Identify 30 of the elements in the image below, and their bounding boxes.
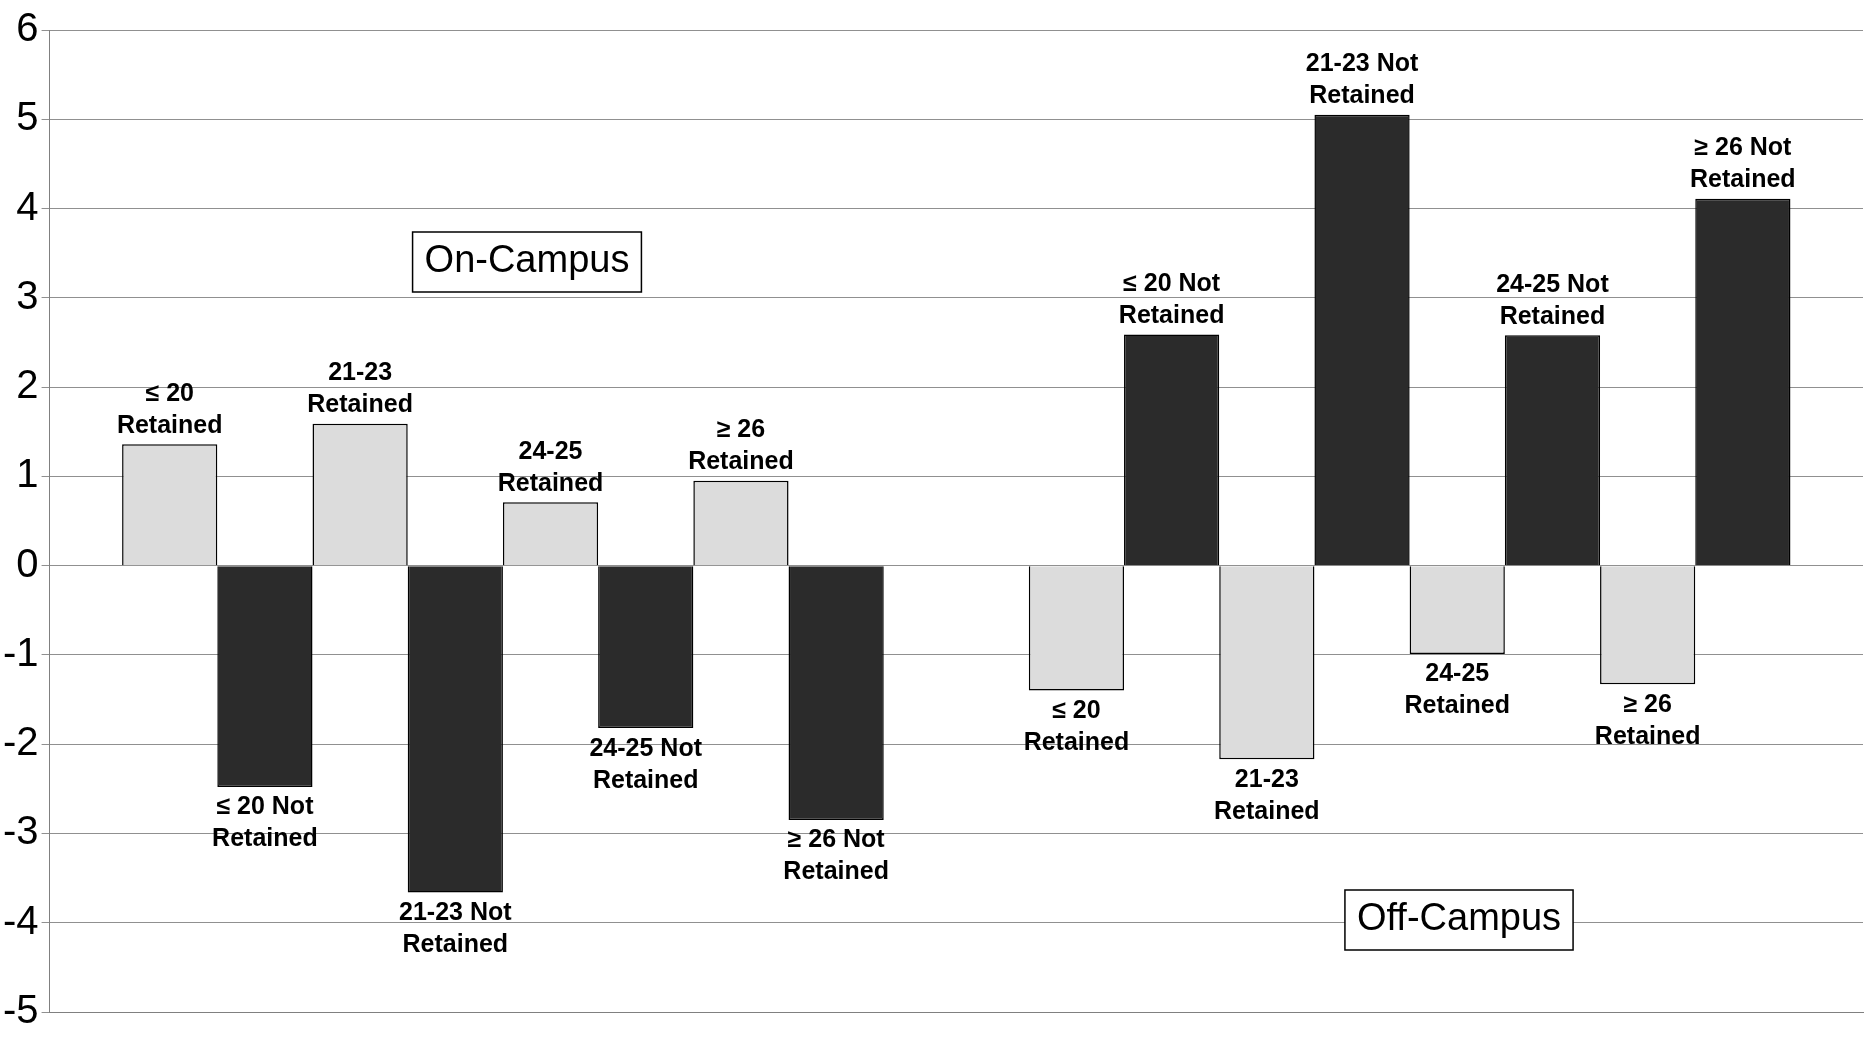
y-tick-label: 1: [16, 451, 39, 496]
series-label: ≥ 26 Not Retained: [783, 824, 889, 885]
y-tick-label: 0: [16, 540, 39, 585]
y-tick-label: -3: [2, 808, 39, 853]
text: 21-23 Not Retained: [1305, 48, 1419, 109]
y-tick-label: -1: [2, 629, 39, 674]
series-label: 24-25 Not Retained: [589, 732, 703, 793]
series-label: ≥ 26 Retained: [1594, 688, 1701, 749]
annotation: On-Campus: [424, 238, 630, 281]
y-tick-label: 2: [16, 362, 39, 407]
text: ≤ 20 Not Retained: [1118, 267, 1225, 328]
y-tick-label: 6: [16, 5, 39, 50]
text: ≥ 26 Not Retained: [1690, 132, 1796, 193]
y-tick-label: -4: [2, 897, 39, 942]
text: 24-25 Not Retained: [1496, 268, 1609, 329]
y-tick-label: -2: [2, 719, 39, 764]
y-tick-label: -5: [2, 987, 39, 1032]
y-tick-label: 3: [16, 272, 39, 317]
series-label: ≤ 20 Not Retained: [212, 791, 318, 852]
series-label: 21-23 Not Retained: [399, 896, 513, 957]
y-tick-label: 5: [16, 94, 39, 139]
text: ≥ 26 Retained: [688, 414, 794, 475]
text: 24-25 Retained: [497, 435, 604, 496]
text: 21-23 Retained: [307, 357, 413, 418]
text: ≤ 20 Retained: [116, 377, 223, 438]
series-label: ≤ 20 Retained: [1023, 695, 1130, 756]
series-label: 21-23 Retained: [1214, 763, 1320, 824]
y-tick-label: 4: [16, 183, 39, 228]
annotation: Off-Campus: [1356, 896, 1562, 939]
series-label: 24-25 Retained: [1404, 658, 1511, 719]
